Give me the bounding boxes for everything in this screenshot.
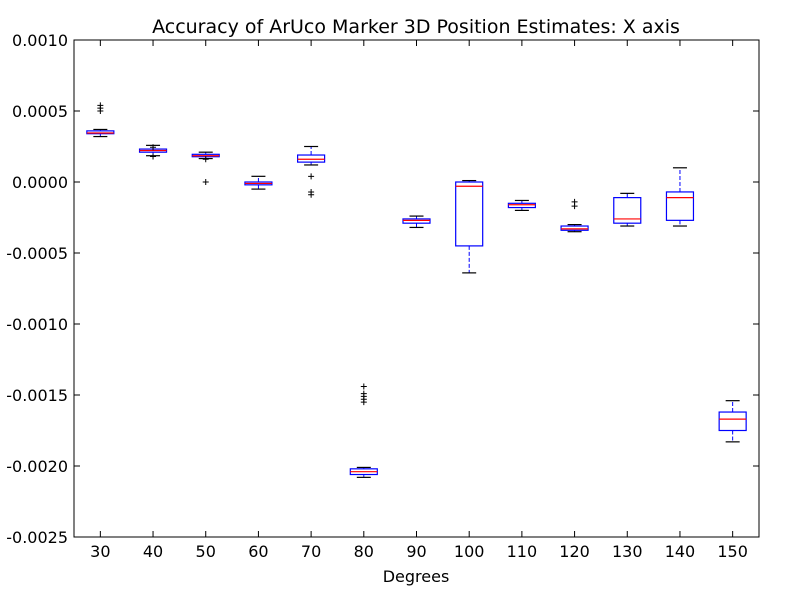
y-tick-label: -0.0005 [6,244,68,263]
box-group [718,400,747,443]
x-tick-label: 150 [717,542,748,561]
box-group [560,198,589,233]
x-axis: 30 40 50 60 70 80 90 100 110 120 130 140 150 [90,40,748,561]
y-axis: 0.0010 0.0005 0.0000 -0.0005 -0.0010 -0.0015 -… [6,31,759,547]
outlier-marker [150,144,157,151]
y-tick-label: -0.0015 [6,386,68,405]
y-tick-label: 0.0000 [12,173,68,192]
box-group [507,199,536,211]
chart-title: Accuracy of ArUco Marker 3D Position Est… [152,16,680,38]
box-iqr [613,197,642,224]
outlier-marker [202,179,209,185]
x-tick-label: 130 [612,542,643,561]
box-iqr [86,130,115,135]
outlier-marker [571,203,578,210]
x-tick-label: 80 [354,542,374,561]
box-iqr [507,202,536,209]
outlier-marker [308,191,315,198]
plot-area [73,39,760,538]
x-tick-label: 140 [665,542,696,561]
box-group [665,167,695,227]
x-tick-label: 40 [143,542,163,561]
x-tick-label: 90 [406,542,426,561]
x-tick-label: 60 [248,542,268,561]
outlier-marker [360,399,367,406]
plot-frame [73,39,760,538]
box-group [455,179,484,274]
box-group [138,144,168,160]
outlier-marker [202,156,209,163]
box-iqr [665,191,695,221]
box-group [613,192,642,227]
outlier-marker [308,173,315,180]
box-iqr [455,181,484,247]
x-tick-label: 50 [196,542,216,561]
y-tick-label: -0.0025 [6,528,68,547]
x-tick-label: 110 [507,542,538,561]
y-tick-label: 0.0005 [12,102,68,121]
x-tick-label: 120 [559,542,590,561]
box-group [191,151,220,185]
box-iqr [297,154,326,163]
y-tick-label: 0.0010 [12,31,68,50]
box-iqr [560,225,589,231]
box-group [402,215,431,229]
x-tick-label: 100 [454,542,485,561]
box-group [86,102,115,138]
box-iqr [718,411,747,432]
x-tick-label: 30 [90,542,110,561]
outlier-marker [97,102,104,109]
outlier-marker [360,383,367,390]
box-group [349,383,378,478]
box-group [297,145,326,198]
y-tick-label: -0.0010 [6,315,68,334]
box-group [244,175,273,190]
y-tick-label: -0.0020 [6,457,68,476]
box-iqr [402,218,431,224]
x-tick-label: 70 [301,542,321,561]
outlier-marker [150,153,157,160]
x-axis-label: Degrees [383,567,450,586]
